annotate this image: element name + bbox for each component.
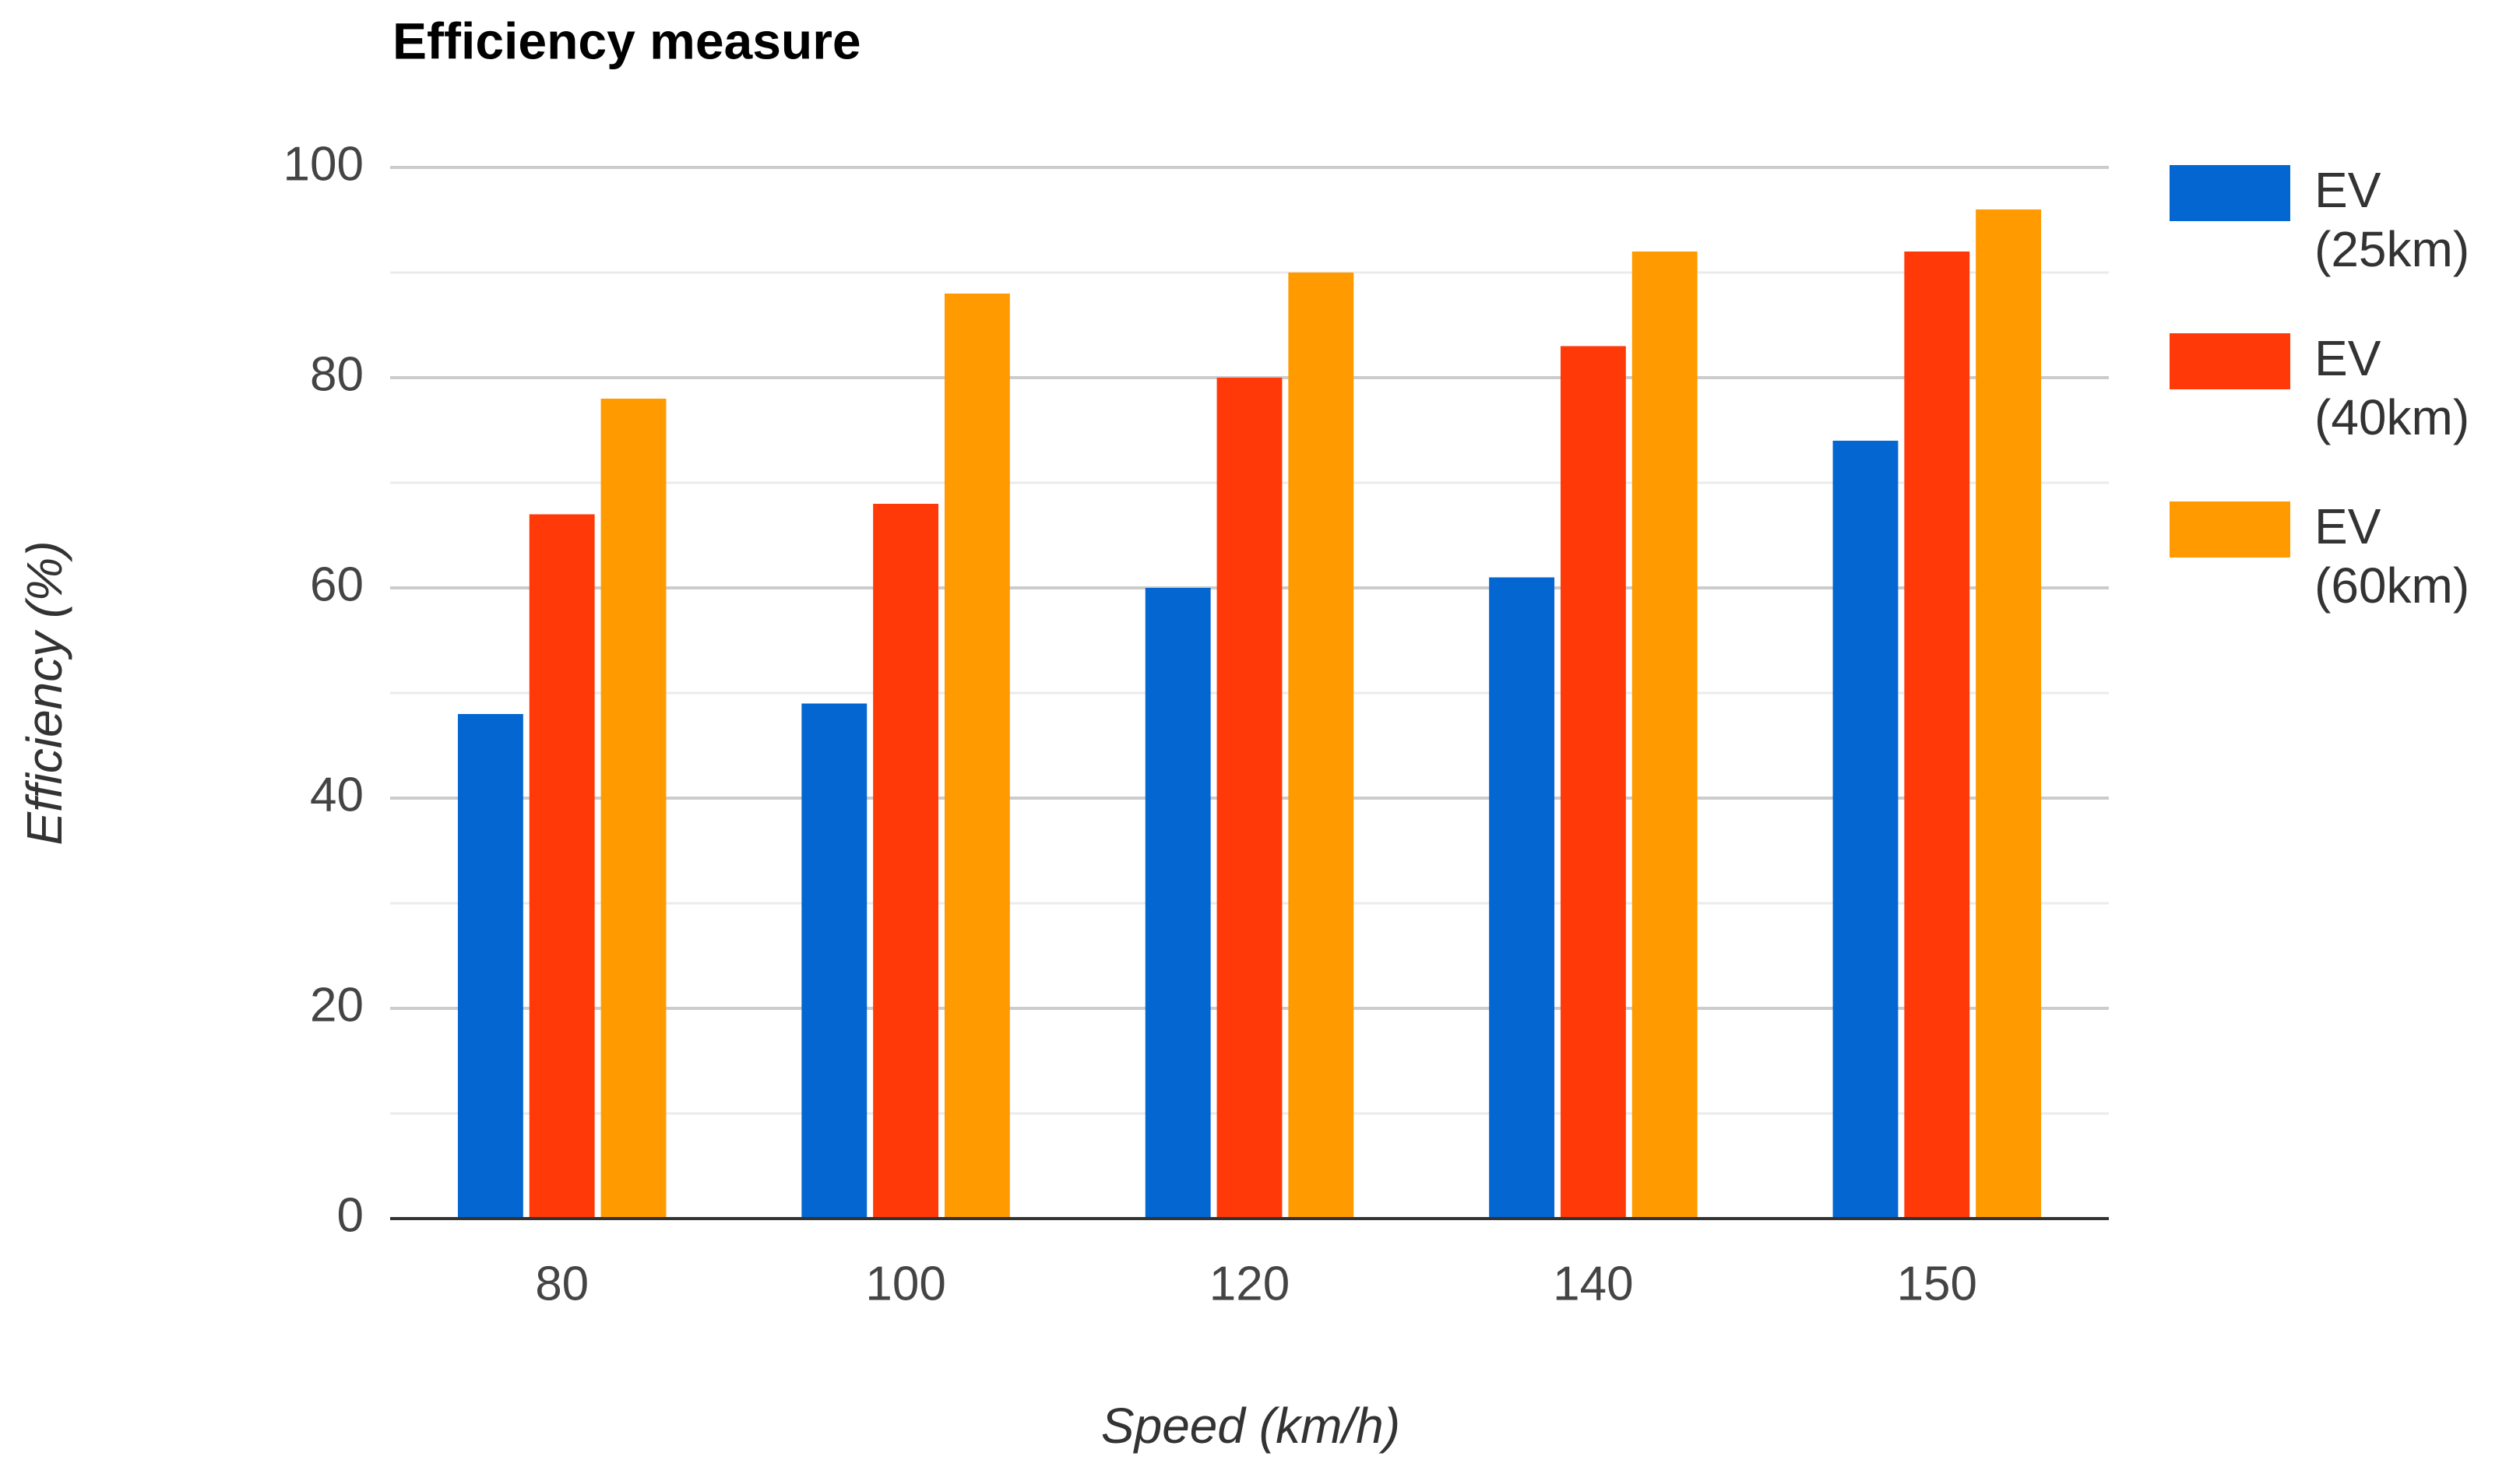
bar: [1976, 209, 2042, 1219]
y-tick-label: 20: [310, 978, 364, 1032]
y-tick-label: 100: [283, 137, 364, 191]
legend-label: EV (40km): [2314, 330, 2470, 445]
bar: [600, 399, 667, 1219]
legend-swatch: [2170, 501, 2290, 558]
bar: [801, 703, 868, 1219]
bar: [1145, 588, 1211, 1219]
chart-title: Efficiency measure: [392, 12, 861, 69]
bar: [457, 714, 523, 1219]
y-tick-label: 0: [337, 1188, 364, 1242]
bar: [873, 504, 939, 1219]
legend-label: EV (25km): [2314, 162, 2470, 277]
x-tick-label: 150: [1897, 1257, 1977, 1310]
bar: [1560, 346, 1626, 1219]
y-tick-label: 40: [310, 768, 364, 821]
x-tick-label: 140: [1553, 1257, 1633, 1310]
legend-swatch: [2170, 165, 2290, 221]
bar: [529, 514, 595, 1219]
bar: [1631, 252, 1698, 1219]
x-tick-label: 120: [1209, 1257, 1290, 1310]
x-tick-label: 80: [535, 1257, 589, 1310]
bar: [1904, 252, 1970, 1219]
bar: [944, 294, 1010, 1219]
bar: [1216, 378, 1283, 1219]
bar: [1288, 273, 1354, 1219]
x-axis-label: Speed (km/h): [1101, 1398, 1400, 1454]
legend-label: EV (60km): [2314, 498, 2470, 614]
y-axis-label: Efficiency (%): [16, 540, 72, 845]
legend-swatch: [2170, 333, 2290, 389]
y-tick-label: 80: [310, 347, 364, 401]
y-tick-label: 60: [310, 558, 364, 611]
bar: [1489, 577, 1555, 1219]
bar: [1832, 441, 1899, 1219]
x-tick-label: 100: [865, 1257, 945, 1310]
